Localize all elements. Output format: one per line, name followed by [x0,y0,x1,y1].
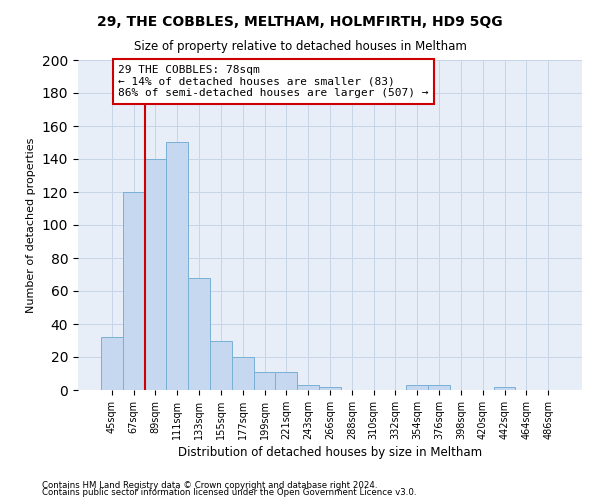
Text: Contains HM Land Registry data © Crown copyright and database right 2024.: Contains HM Land Registry data © Crown c… [42,480,377,490]
Bar [166,142,188,390]
Text: 29, THE COBBLES, MELTHAM, HOLMFIRTH, HD9 5QG: 29, THE COBBLES, MELTHAM, HOLMFIRTH, HD9… [97,15,503,29]
Bar [428,385,450,390]
Bar [210,340,232,390]
X-axis label: Distribution of detached houses by size in Meltham: Distribution of detached houses by size … [178,446,482,459]
Text: 29 THE COBBLES: 78sqm
← 14% of detached houses are smaller (83)
86% of semi-deta: 29 THE COBBLES: 78sqm ← 14% of detached … [118,65,429,98]
Text: Size of property relative to detached houses in Meltham: Size of property relative to detached ho… [134,40,466,53]
Bar [254,372,275,390]
Bar [123,192,145,390]
Bar [101,337,123,390]
Text: Contains public sector information licensed under the Open Government Licence v3: Contains public sector information licen… [42,488,416,497]
Bar [188,278,210,390]
Bar [297,385,319,390]
Bar [145,159,166,390]
Y-axis label: Number of detached properties: Number of detached properties [26,138,36,312]
Bar [406,385,428,390]
Bar [232,357,254,390]
Bar [319,386,341,390]
Bar [275,372,297,390]
Bar [494,386,515,390]
